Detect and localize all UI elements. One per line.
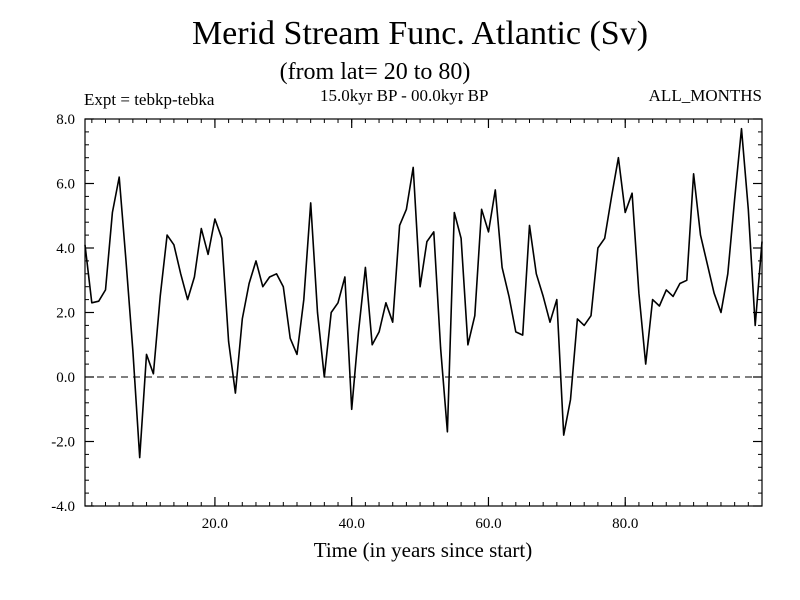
y-tick-label: -2.0: [51, 435, 75, 451]
chart-subtitle: (from lat= 20 to 80): [279, 59, 471, 85]
y-tick-label: -4.0: [51, 499, 75, 515]
x-tick-label: 60.0: [475, 516, 501, 532]
experiment-label: Expt = tebkp-tebka: [84, 90, 215, 109]
y-tick-label: 4.0: [56, 241, 75, 257]
major-ticks: [85, 118, 762, 507]
minor-ticks: [85, 118, 762, 507]
months-label: ALL_MONTHS: [648, 86, 762, 105]
x-tick-label: 80.0: [612, 516, 638, 532]
y-tick-label: 0.0: [56, 370, 75, 386]
x-axis-label: Time (in years since start): [313, 538, 533, 562]
period-label: 15.0kyr BP - 00.0kyr BP: [320, 86, 489, 105]
y-tick-label: 6.0: [56, 177, 75, 193]
series-line: [84, 127, 763, 459]
chart-title: Merid Stream Func. Atlantic (Sv): [191, 15, 649, 52]
x-tick-label: 40.0: [339, 516, 365, 532]
x-tick-label: 20.0: [202, 516, 228, 532]
tick-labels: -4.0 -2.0 0.0 2.0 4.0 6.0 8.0 20.0 40.0 60.0 80.0: [51, 112, 638, 532]
y-tick-label: 2.0: [56, 306, 75, 322]
y-tick-label: 8.0: [56, 112, 75, 128]
plot-frame: [84, 118, 763, 507]
